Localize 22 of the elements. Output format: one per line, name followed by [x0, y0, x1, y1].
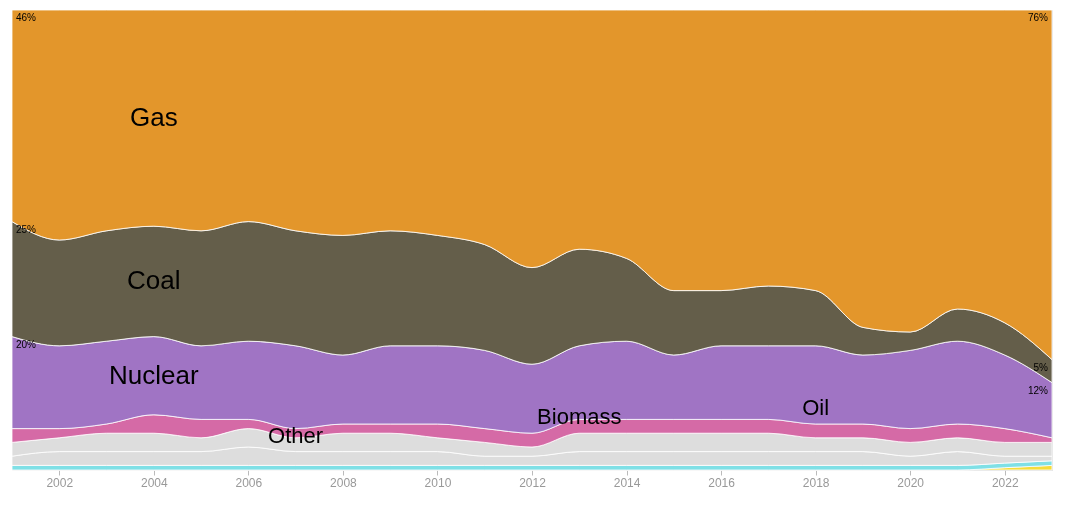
x-tick-label: 2006: [235, 475, 263, 490]
x-tick-label: 2018: [802, 475, 830, 490]
data-label: 76%: [1027, 12, 1049, 23]
x-tick-label: 2004: [140, 475, 168, 490]
x-tick-label: 2020: [897, 475, 925, 490]
data-label: 20%: [16, 338, 37, 350]
series-label: Coal: [127, 265, 181, 296]
data-label: 46%: [16, 12, 37, 23]
series-label: Gas: [129, 102, 178, 133]
data-label: 12%: [1027, 384, 1049, 396]
data-label: 5%: [1033, 361, 1049, 373]
x-tick-label: 2010: [424, 475, 452, 490]
x-tick-label: 2008: [330, 475, 358, 490]
x-tick-label: 2002: [46, 475, 74, 490]
series-label: Other: [268, 422, 324, 448]
x-tick-label: 2016: [708, 475, 736, 490]
series-label: Oil: [802, 395, 830, 420]
series-label: Nuclear: [109, 359, 199, 390]
x-tick-label: 2012: [519, 475, 547, 490]
x-tick-label: 2014: [613, 475, 641, 490]
series-label: Biomass: [537, 404, 622, 430]
x-tick-label: 2022: [991, 475, 1019, 490]
